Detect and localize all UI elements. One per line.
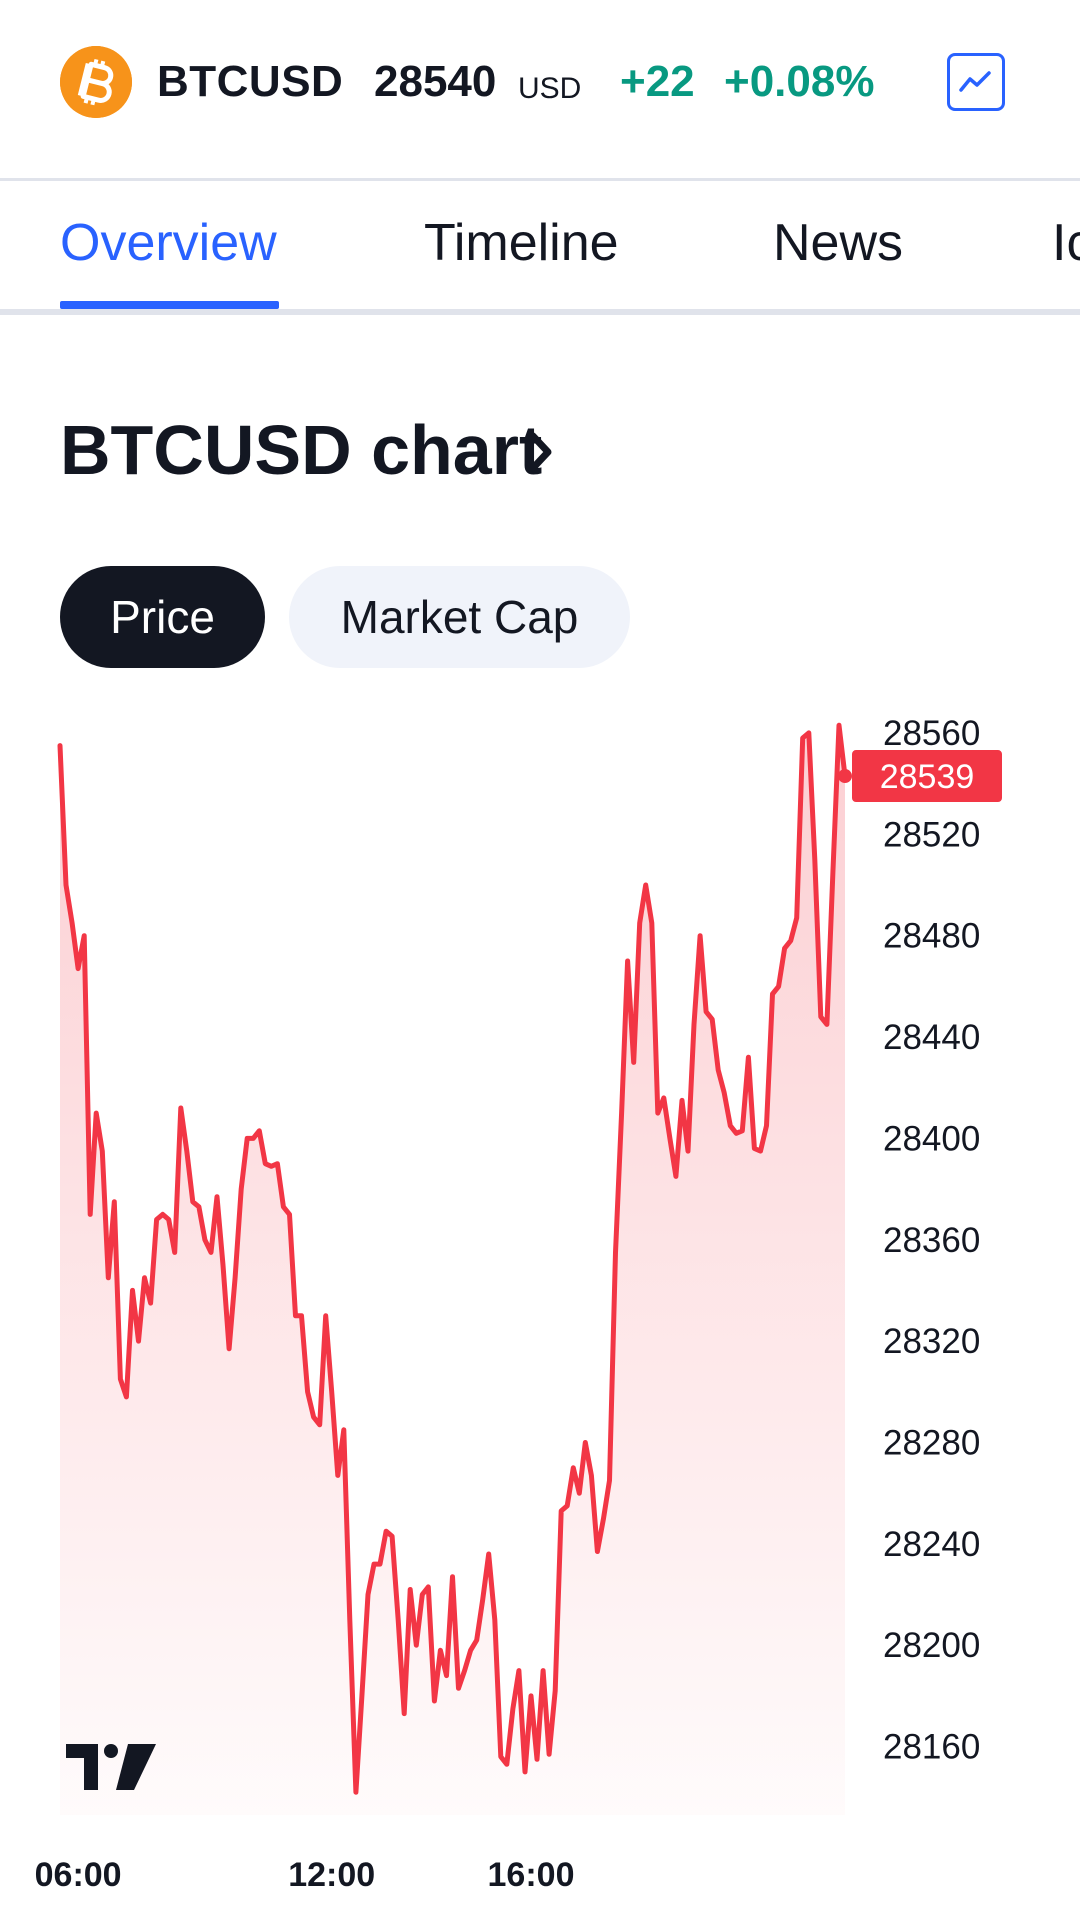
y-axis-tick-label: 28160 <box>883 1728 980 1767</box>
tab-bar: Overview Timeline News Ic <box>0 181 1080 315</box>
y-axis-tick-label: 28240 <box>883 1525 980 1564</box>
last-price-label: 28539 <box>880 758 975 796</box>
chart-section-title[interactable]: BTCUSD chart <box>60 410 552 490</box>
active-tab-indicator <box>60 301 279 309</box>
price-change: +22 <box>620 57 695 106</box>
last-price: 28540 <box>374 57 497 106</box>
last-price-dot <box>838 769 852 784</box>
price-change-percent: +0.08% <box>724 57 875 106</box>
y-axis-tick-label: 28520 <box>883 815 980 854</box>
tab-timeline[interactable]: Timeline <box>424 214 619 272</box>
chart-section-title-text: BTCUSD chart <box>60 411 543 489</box>
x-axis-tick-label: 12:00 <box>288 1856 375 1894</box>
bitcoin-icon <box>60 46 132 118</box>
symbol-name: BTCUSD <box>157 57 344 106</box>
tab-overview[interactable]: Overview <box>60 214 277 272</box>
x-axis-tick-label: 06:00 <box>35 1856 122 1894</box>
price-chart-svg: 28560 28520 28480 28440 28400 28360 28320 28280… <box>35 714 1002 1894</box>
chart-line-icon <box>959 71 991 92</box>
price-area <box>60 725 845 1815</box>
symbol-header: BTCUSD 28540 USD +22 +0.08% <box>0 0 1080 181</box>
y-axis-tick-label: 28480 <box>883 917 980 956</box>
chevron-right-icon <box>529 432 552 472</box>
market-cap-toggle-button[interactable]: Market Cap <box>289 566 630 668</box>
y-axis-tick-label: 28560 <box>883 714 980 753</box>
price-toggle-button[interactable]: Price <box>60 566 265 668</box>
x-axis-tick-label: 16:00 <box>488 1856 575 1894</box>
y-axis-tick-label: 28400 <box>883 1119 980 1158</box>
price-series-line <box>57 722 848 1795</box>
y-axis-tick-label: 28200 <box>883 1626 980 1665</box>
tab-news[interactable]: News <box>773 214 904 272</box>
y-axis-tick-label: 28360 <box>883 1221 980 1260</box>
y-axis-tick-label: 28280 <box>883 1423 980 1462</box>
price-chart[interactable]: 28560 28520 28480 28440 28400 28360 28320 28280… <box>0 700 1080 1926</box>
price-currency: USD <box>518 72 582 105</box>
tab-ideas[interactable]: Ic <box>1052 214 1080 272</box>
tradingview-logo <box>66 1744 156 1790</box>
y-axis-tick-label: 28440 <box>883 1018 980 1057</box>
y-axis-tick-label: 28320 <box>883 1322 980 1361</box>
open-chart-button[interactable] <box>947 53 1005 111</box>
last-price-label-bg <box>852 750 1002 803</box>
